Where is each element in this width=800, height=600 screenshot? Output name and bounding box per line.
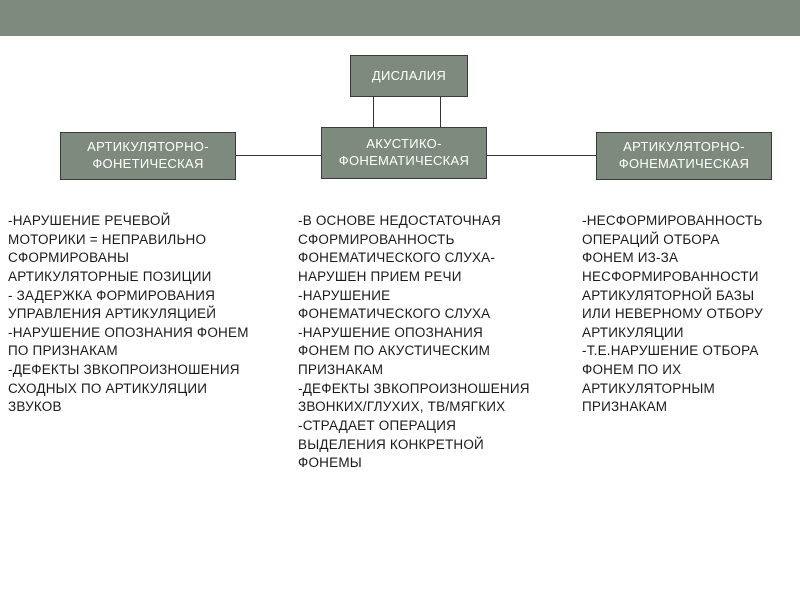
desc-line: ПРИЗНАКАМ bbox=[582, 398, 800, 417]
desc-line: ФОНЕМ ИЗ-ЗА bbox=[582, 249, 800, 268]
desc-line: -НАРУШЕНИЕ РЕЧЕВОЙ bbox=[8, 212, 296, 231]
desc-line: ФОНЕМ ПО ИХ bbox=[582, 361, 800, 380]
desc-line: ПО ПРИЗНАКАМ bbox=[8, 342, 296, 361]
connector-segment bbox=[373, 97, 374, 113]
node-root: ДИСЛАЛИЯ bbox=[350, 55, 468, 97]
desc-articulatory-phonematic: -НЕСФОРМИРОВАННОСТЬОПЕРАЦИЙ ОТБОРАФОНЕМ … bbox=[582, 212, 800, 417]
desc-line: ЗВУКОВ bbox=[8, 398, 296, 417]
desc-line: ФОНЕМАТИЧЕСКОГО СЛУХА- bbox=[298, 249, 580, 268]
desc-line: ВЫДЕЛЕНИЯ КОНКРЕТНОЙ bbox=[298, 436, 580, 455]
desc-line: АРТИКУЛЯТОРНЫЕ ПОЗИЦИИ bbox=[8, 268, 296, 287]
desc-line: СХОДНЫХ ПО АРТИКУЛЯЦИИ bbox=[8, 380, 296, 399]
desc-line: СФОРМИРОВАНЫ bbox=[8, 249, 296, 268]
connector-segment bbox=[373, 113, 374, 127]
header-bar bbox=[0, 0, 800, 36]
desc-line: ФОНЕМЫ bbox=[298, 454, 580, 473]
connector-segment bbox=[236, 155, 321, 156]
node-acoustic-phonematic: АКУСТИКО- ФОНЕМАТИЧЕСКАЯ bbox=[321, 127, 487, 179]
desc-line: -НАРУШЕНИЕ ОПОЗНАНИЯ bbox=[298, 324, 580, 343]
desc-articulatory-phonetic: -НАРУШЕНИЕ РЕЧЕВОЙМОТОРИКИ = НЕПРАВИЛЬНО… bbox=[8, 212, 296, 417]
desc-line: ПРИЗНАКАМ bbox=[298, 361, 580, 380]
desc-line: ЗВОНКИХ/ГЛУХИХ, ТВ/МЯГКИХ bbox=[298, 398, 580, 417]
node-articulatory-phonematic: АРТИКУЛЯТОРНО- ФОНЕМАТИЧЕСКАЯ bbox=[596, 132, 772, 180]
desc-line: -СТРАДАЕТ ОПЕРАЦИЯ bbox=[298, 417, 580, 436]
desc-line: ИЛИ НЕВЕРНОМУ ОТБОРУ bbox=[582, 305, 800, 324]
desc-line: УПРАВЛЕНИЯ АРТИКУЛЯЦИЕЙ bbox=[8, 305, 296, 324]
desc-line: -ДЕФЕКТЫ ЗВКОПРОИЗНОШЕНИЯ bbox=[298, 380, 580, 399]
desc-line: ФОНЕМ ПО АКУСТИЧЕСКИМ bbox=[298, 342, 580, 361]
connector-segment bbox=[487, 155, 596, 156]
desc-acoustic-phonematic: -В ОСНОВЕ НЕДОСТАТОЧНАЯСФОРМИРОВАННОСТЬФ… bbox=[298, 212, 580, 473]
desc-line: -НЕСФОРМИРОВАННОСТЬ bbox=[582, 212, 800, 231]
desc-line: -ДЕФЕКТЫ ЗВКОПРОИЗНОШЕНИЯ bbox=[8, 361, 296, 380]
connector-segment bbox=[440, 97, 441, 113]
node-right-label: АРТИКУЛЯТОРНО- ФОНЕМАТИЧЕСКАЯ bbox=[619, 139, 749, 173]
desc-line: -Т.Е.НАРУШЕНИЕ ОТБОРА bbox=[582, 342, 800, 361]
node-center-label: АКУСТИКО- ФОНЕМАТИЧЕСКАЯ bbox=[339, 136, 469, 170]
desc-line: ФОНЕМАТИЧЕСКОГО СЛУХА bbox=[298, 305, 580, 324]
desc-line: АРТИКУЛЯТОРНЫМ bbox=[582, 380, 800, 399]
desc-line: АРТИКУЛЯТОРНОЙ БАЗЫ bbox=[582, 287, 800, 306]
desc-line: ОПЕРАЦИЙ ОТБОРА bbox=[582, 231, 800, 250]
desc-line: НАРУШЕН ПРИЕМ РЕЧИ bbox=[298, 268, 580, 287]
desc-line: -НАРУШЕНИЕ ОПОЗНАНИЯ ФОНЕМ bbox=[8, 324, 296, 343]
desc-line: МОТОРИКИ = НЕПРАВИЛЬНО bbox=[8, 231, 296, 250]
desc-line: -В ОСНОВЕ НЕДОСТАТОЧНАЯ bbox=[298, 212, 580, 231]
desc-line: -НАРУШЕНИЕ bbox=[298, 287, 580, 306]
node-articulatory-phonetic: АРТИКУЛЯТОРНО- ФОНЕТИЧЕСКАЯ bbox=[60, 132, 236, 180]
desc-line: СФОРМИРОВАННОСТЬ bbox=[298, 231, 580, 250]
desc-line: - ЗАДЕРЖКА ФОРМИРОВАНИЯ bbox=[8, 287, 296, 306]
connector-segment bbox=[440, 113, 441, 127]
node-root-label: ДИСЛАЛИЯ bbox=[372, 68, 446, 85]
node-left-label: АРТИКУЛЯТОРНО- ФОНЕТИЧЕСКАЯ bbox=[87, 139, 209, 173]
desc-line: НЕСФОРМИРОВАННОСТИ bbox=[582, 268, 800, 287]
desc-line: АРТИКУЛЯЦИИ bbox=[582, 324, 800, 343]
